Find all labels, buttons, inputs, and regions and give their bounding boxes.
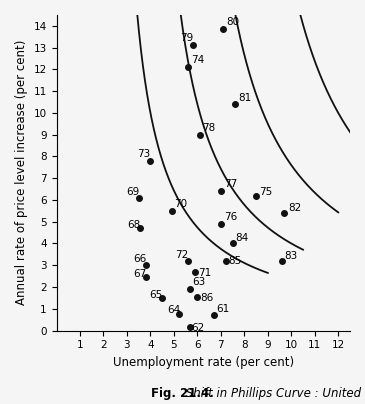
Text: 69: 69 [126,187,139,197]
Text: 66: 66 [133,254,146,264]
Text: 68: 68 [127,221,140,230]
Text: 61: 61 [216,304,230,314]
Text: 65: 65 [149,290,162,300]
Text: 83: 83 [285,251,298,261]
Y-axis label: Annual rate of price level increase (per cent): Annual rate of price level increase (per… [15,40,28,305]
Text: 62: 62 [192,323,205,333]
Text: 74: 74 [191,55,204,65]
Text: 64: 64 [167,305,180,315]
Text: 73: 73 [138,149,151,159]
Text: 76: 76 [224,212,237,222]
Text: 81: 81 [238,93,251,103]
Text: 79: 79 [180,33,193,43]
Text: 75: 75 [259,187,272,197]
Text: 82: 82 [288,203,301,213]
Text: 84: 84 [235,234,249,244]
Text: 70: 70 [174,199,188,209]
Text: Shift in Phillips Curve : United States: Shift in Phillips Curve : United States [182,387,365,400]
Text: 85: 85 [228,256,242,266]
Text: 72: 72 [175,250,188,260]
Text: 78: 78 [203,122,216,133]
Text: 63: 63 [193,278,206,287]
Text: Fig. 21.4.: Fig. 21.4. [151,387,214,400]
Text: 80: 80 [226,17,239,27]
Text: 86: 86 [200,293,214,303]
X-axis label: Unemployment rate (per cent): Unemployment rate (per cent) [113,356,294,369]
Text: 77: 77 [224,179,237,189]
Text: 67: 67 [133,269,146,279]
Text: 71: 71 [198,268,211,278]
